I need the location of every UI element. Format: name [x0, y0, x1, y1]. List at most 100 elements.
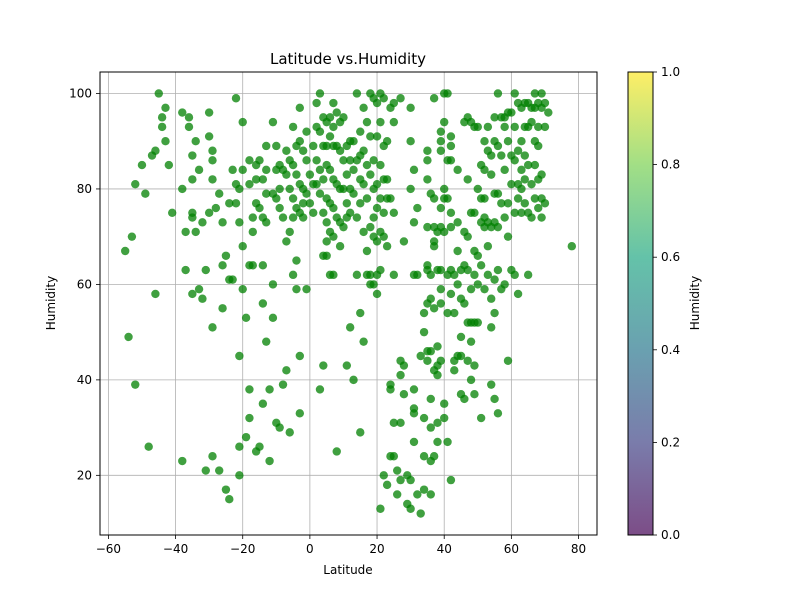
plot-area: −60 −40 −20 0 20 40 60 80 20 40 60 80 100 [69, 71, 598, 556]
data-point [433, 437, 442, 447]
data-point [184, 113, 194, 122]
data-point [379, 94, 388, 103]
data-point [382, 480, 392, 490]
data-point [473, 122, 482, 132]
data-point [228, 275, 237, 284]
data-point [453, 280, 462, 289]
data-point [235, 442, 244, 451]
data-point [409, 385, 419, 394]
colorbar-tick-label: 0.8 [661, 158, 680, 172]
x-tick-label: 60 [504, 542, 519, 556]
data-point [332, 108, 341, 117]
data-point [366, 222, 375, 232]
data-point [497, 199, 506, 208]
data-point [329, 232, 338, 241]
x-tick-label: 0 [306, 542, 314, 556]
data-point [416, 351, 425, 361]
data-point [322, 141, 331, 151]
data-point [282, 170, 291, 179]
data-point [208, 452, 217, 461]
colorbar-frame [627, 71, 654, 536]
data-point [288, 270, 298, 280]
data-point [527, 213, 536, 222]
data-point [530, 194, 540, 203]
data-point [466, 337, 476, 346]
data-point [440, 413, 449, 423]
data-point [376, 160, 385, 170]
data-point [151, 289, 160, 299]
data-point [520, 151, 530, 160]
data-point [305, 199, 315, 208]
data-point [537, 170, 546, 179]
data-point [470, 270, 479, 280]
data-point [288, 194, 298, 203]
data-point [188, 213, 197, 222]
data-point [456, 351, 466, 361]
data-point [188, 175, 197, 184]
data-point [339, 156, 348, 165]
data-point [473, 318, 482, 327]
data-point [426, 294, 435, 303]
x-tick-label: 80 [571, 542, 586, 556]
data-point [319, 361, 328, 370]
data-point [470, 389, 479, 399]
colorbar-gradient [628, 72, 653, 535]
data-point [302, 156, 311, 165]
data-point [567, 242, 577, 251]
data-point [406, 184, 415, 194]
data-point [372, 289, 382, 299]
data-point [315, 89, 325, 98]
data-point [164, 160, 174, 170]
data-point [359, 337, 368, 346]
data-point [433, 342, 442, 351]
data-point [282, 237, 291, 246]
data-point [436, 356, 446, 365]
data-point [493, 89, 503, 98]
data-point [295, 103, 305, 112]
data-point [487, 323, 496, 332]
data-point [221, 251, 231, 260]
data-point [315, 385, 325, 394]
data-point [396, 418, 405, 428]
data-point [503, 356, 513, 365]
data-point [329, 270, 338, 280]
data-point [540, 199, 550, 208]
x-tick-label: −60 [96, 542, 121, 556]
data-point [487, 170, 496, 179]
data-point [322, 218, 331, 227]
data-point [319, 208, 328, 218]
data-point [523, 270, 533, 280]
data-point [534, 141, 543, 151]
data-point [470, 361, 479, 370]
data-point [309, 208, 318, 218]
data-point [325, 132, 335, 141]
data-point [493, 189, 503, 198]
data-point [208, 146, 217, 155]
data-point [167, 208, 177, 218]
data-point [416, 509, 425, 518]
data-point [517, 184, 526, 194]
data-point [446, 208, 456, 218]
data-point [534, 203, 543, 213]
data-point [429, 242, 439, 251]
data-point [325, 165, 335, 175]
data-point [228, 165, 237, 175]
data-point [530, 89, 540, 98]
data-point [191, 227, 200, 237]
data-point [443, 194, 452, 203]
data-point [487, 380, 496, 389]
data-point [500, 165, 509, 175]
data-point [372, 237, 382, 246]
data-point [513, 146, 523, 155]
data-point [356, 428, 365, 437]
data-point [463, 356, 472, 365]
data-point [131, 179, 140, 189]
data-point [359, 103, 368, 112]
data-point [335, 146, 345, 155]
data-point [349, 189, 358, 198]
data-point [460, 394, 469, 404]
y-axis-label: Humidity [44, 276, 58, 330]
data-point [208, 156, 217, 165]
data-point [245, 385, 254, 394]
data-point [436, 265, 446, 275]
